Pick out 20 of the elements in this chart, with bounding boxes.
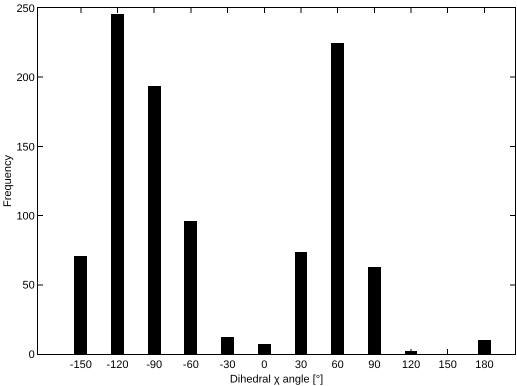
x-tick-label: 150: [438, 359, 457, 372]
y-axis-title: Frequency: [2, 154, 14, 207]
x-tick-label: 180: [475, 359, 494, 372]
x-tick-label: -150: [70, 359, 92, 372]
x-tick-label: 0: [261, 359, 268, 372]
y-tick-label: 50: [22, 280, 35, 292]
x-tick-label: -90: [146, 359, 162, 372]
y-tick-label: 250: [16, 2, 35, 15]
y-tick-label: 200: [16, 72, 35, 84]
y-tick-label: 0: [28, 348, 35, 361]
x-tick-label: -120: [106, 359, 129, 372]
x-tick-label: 30: [294, 359, 308, 372]
x-axis-title: Dihedral χ angle [°]: [230, 373, 324, 386]
y-tick-label: 150: [16, 141, 35, 154]
x-tick-label: -30: [220, 359, 236, 372]
x-tick-label: 90: [368, 359, 380, 372]
x-tick-label: 120: [402, 359, 420, 372]
x-tick-label: 60: [332, 359, 344, 372]
x-tick-label: -60: [182, 359, 199, 372]
y-tick-label: 100: [16, 210, 35, 222]
